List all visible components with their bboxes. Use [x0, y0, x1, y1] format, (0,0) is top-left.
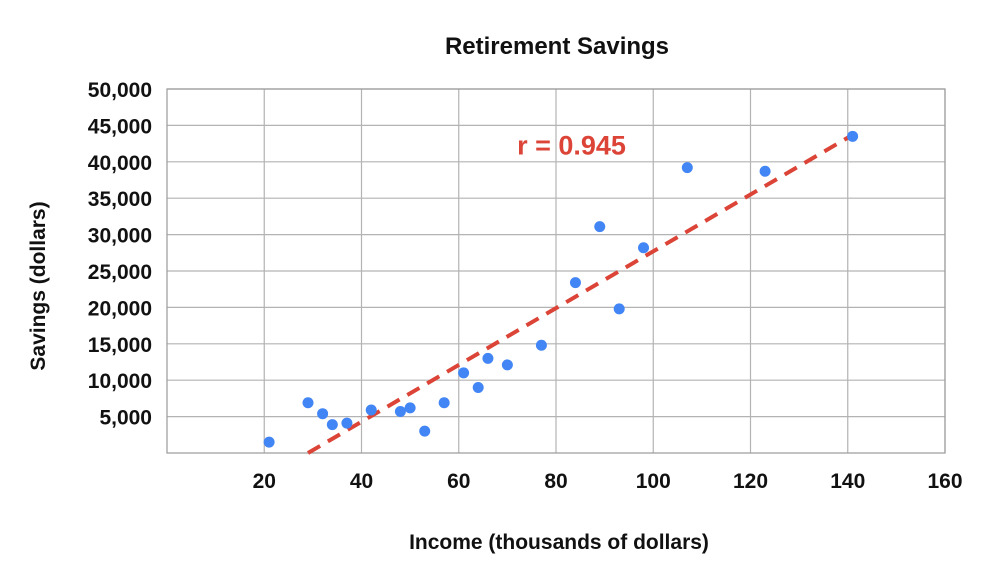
data-points [263, 130, 859, 448]
plot-frame [166, 88, 946, 454]
data-point [341, 417, 353, 429]
x-tick-label: 100 [636, 470, 671, 493]
data-point [326, 419, 338, 431]
x-tick-label: 60 [447, 470, 470, 493]
data-point [847, 130, 859, 142]
data-point [759, 165, 771, 177]
data-point [638, 242, 650, 254]
data-point [501, 359, 513, 371]
y-axis-label: Savings (dollars) [27, 201, 50, 370]
data-point [472, 381, 484, 393]
y-tick-label: 50,000 [88, 79, 152, 102]
y-axis-ticks: 5,000 10,000 15,000 20,000 25,000 30,000 35,00… [88, 79, 152, 430]
data-point [594, 221, 606, 233]
x-tick-label: 140 [830, 470, 865, 493]
data-point [458, 367, 470, 379]
data-point [317, 408, 329, 420]
data-point [438, 397, 450, 409]
data-point [535, 339, 547, 351]
x-tick-label: 20 [253, 470, 276, 493]
y-tick-label: 15,000 [88, 334, 152, 357]
y-tick-label: 5,000 [99, 407, 152, 430]
x-tick-label: 40 [350, 470, 373, 493]
x-axis-ticks: 20 40 60 80 100 120 140 160 [253, 470, 963, 493]
data-point [302, 397, 314, 409]
y-tick-label: 20,000 [88, 297, 152, 320]
chart-title: Retirement Savings [445, 33, 669, 60]
trendline [307, 133, 854, 455]
y-tick-label: 10,000 [88, 370, 152, 393]
data-point [681, 162, 693, 174]
data-point [482, 352, 494, 364]
y-tick-label: 25,000 [88, 261, 152, 284]
trendline-group [307, 133, 854, 455]
y-tick-label: 40,000 [88, 152, 152, 175]
data-point [263, 436, 275, 448]
data-point [569, 277, 581, 289]
data-point [394, 406, 406, 418]
x-tick-label: 160 [927, 470, 962, 493]
data-point [419, 425, 431, 437]
y-tick-label: 30,000 [88, 225, 152, 248]
y-tick-label: 45,000 [88, 115, 152, 138]
x-tick-label: 120 [733, 470, 768, 493]
y-tick-label: 35,000 [88, 188, 152, 211]
data-point [404, 402, 416, 414]
correlation-annotation: r = 0.945 [517, 131, 626, 161]
data-point [365, 404, 377, 416]
x-tick-label: 80 [544, 470, 567, 493]
data-point [613, 303, 625, 315]
x-axis-label: Income (thousands of dollars) [409, 531, 709, 554]
